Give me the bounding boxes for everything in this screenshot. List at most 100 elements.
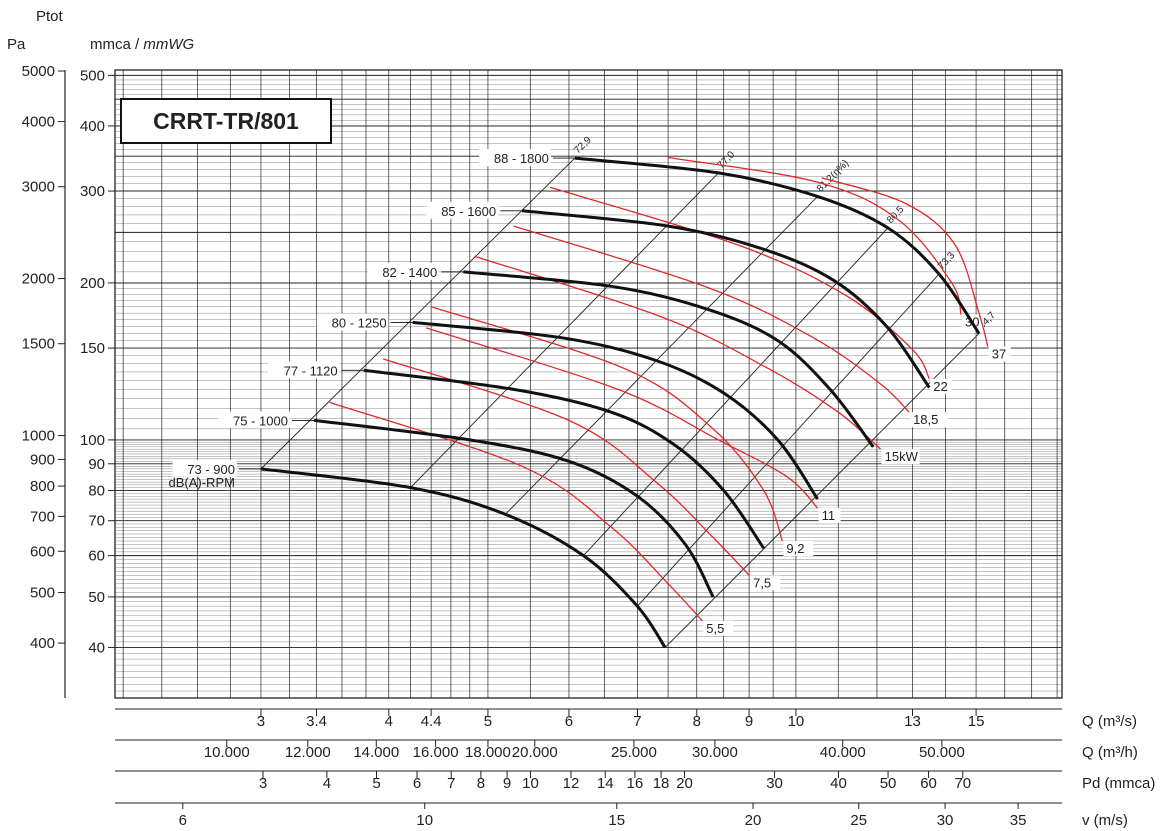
power-label-bg	[783, 541, 814, 556]
power-line	[821, 177, 989, 347]
pa-tick-label: 2000	[22, 271, 55, 288]
pa-tick-label: 400	[30, 635, 55, 652]
power-line	[667, 156, 962, 315]
fan-curve-label: 77 - 1120	[284, 363, 338, 378]
pd-tick-label: 30	[766, 775, 783, 792]
mmca-text: mmca /	[90, 36, 144, 53]
v-tick-label: 10	[416, 812, 433, 829]
pa-tick-label: 700	[30, 508, 55, 525]
fan-curve-label-bg	[426, 201, 499, 219]
v-tick-label: 6	[179, 812, 187, 829]
fan-curve	[412, 320, 819, 500]
mmca-tick-label: 200	[80, 275, 105, 292]
pd-tick-label: 10	[522, 775, 539, 792]
q-m3h-tick-label: 18.000	[465, 744, 511, 761]
mmca-tick-label: 500	[80, 67, 105, 84]
power-label-bg	[930, 378, 953, 394]
power-label: 7,5	[753, 575, 771, 590]
mmca-tick-label: 80	[88, 482, 105, 499]
pd-tick-label: 70	[954, 775, 971, 792]
q-m3s-tick-label: 9	[745, 713, 753, 730]
q-m3s-tick-label: 15	[968, 713, 985, 730]
fan-curve-label: 88 - 1800	[494, 151, 549, 166]
fan-curve	[260, 467, 667, 649]
power-label-bg	[703, 620, 734, 636]
power-line	[425, 327, 819, 509]
q-m3h-tick-label: 40.000	[820, 744, 866, 761]
power-label-bg	[988, 346, 1011, 362]
pd-tick-label: 4	[323, 775, 331, 792]
q-m3s-tick-label: 6	[565, 713, 573, 730]
bottom-scales: 3 3.4 4 4.4 5 6 7 8 9 10 13 15 Q (m³/s) 10.000 12.000 1…	[115, 708, 1155, 829]
q-m3s-tick-label: 3	[257, 713, 265, 730]
chart-title: CRRT-TR/801	[120, 98, 332, 144]
q-m3s-tick-label: 4.4	[421, 713, 442, 730]
v-tick-label: 15	[608, 812, 625, 829]
power-label-bg	[881, 449, 920, 465]
fan-curve-label: 85 - 1600	[441, 204, 496, 219]
fan-curve-label: 75 - 1000	[233, 413, 288, 428]
power-label: 9,2	[786, 541, 804, 556]
q-m3s-tick-label: 13	[904, 713, 921, 730]
pa-tick-label: 4000	[22, 114, 55, 131]
power-line	[329, 401, 703, 622]
mmca-tick-label: 40	[88, 639, 105, 656]
fan-curve	[363, 368, 765, 550]
v-axis-label: v (m/s)	[1082, 812, 1128, 829]
q-m3s-tick-label: 8	[693, 713, 701, 730]
plot-frame	[114, 69, 1063, 699]
mmca-tick-label: 90	[88, 456, 105, 473]
power-label: 22	[933, 379, 947, 394]
v-tick-label: 25	[850, 812, 867, 829]
q-m3s-axis-label: Q (m³/s)	[1082, 713, 1137, 730]
pd-tick-label: 3	[259, 775, 267, 792]
fan-curve-label-bg	[316, 313, 389, 331]
fan-curve-label-bg	[479, 149, 551, 167]
power-label: 37	[992, 347, 1006, 362]
pd-axis-label: Pd (mmca)	[1082, 775, 1155, 792]
q-m3h-tick-label: 30.000	[692, 744, 738, 761]
q-m3h-tick-label: 50.000	[919, 744, 965, 761]
pa-tick-label: 900	[30, 451, 55, 468]
pd-tick-label: 7	[447, 775, 455, 792]
mmca-tick-label: 60	[88, 548, 105, 565]
power-label-bg	[750, 575, 781, 591]
efficiency-line	[260, 157, 576, 470]
pa-tick-label: 1000	[22, 428, 55, 445]
db-rpm-annotation: dB(A)-RPM	[169, 475, 235, 490]
efficiency-line	[410, 172, 719, 488]
power-line	[474, 255, 882, 450]
v-tick-label: 20	[745, 812, 762, 829]
power-label-bg	[818, 508, 841, 524]
q-m3s-tick-label: 3.4	[306, 713, 327, 730]
power-label: 11	[822, 508, 836, 523]
pd-tick-label: 9	[503, 775, 511, 792]
fan-curve-label-bg	[267, 361, 340, 379]
power-label: 15kW	[885, 449, 919, 464]
pd-tick-label: 50	[880, 775, 897, 792]
fan-curve-label-bg	[218, 411, 290, 429]
pa-unit-label: Pa	[7, 36, 26, 53]
pa-tick-label: 5000	[22, 63, 55, 80]
grid	[114, 69, 1063, 699]
mmca-tick-label: 100	[80, 432, 105, 449]
mmca-tick-label: 300	[80, 183, 105, 200]
pa-tick-label: 500	[30, 585, 55, 602]
fan-curve-label-bg	[367, 262, 440, 280]
axes: 5000 4000 3000 2000 1500 1000 900 800 700 600 500 4…	[22, 63, 115, 698]
pd-tick-label: 40	[830, 775, 847, 792]
pd-tick-label: 18	[653, 775, 670, 792]
pa-tick-label: 1500	[22, 336, 55, 353]
power-line	[513, 225, 910, 413]
fan-curves	[260, 156, 981, 649]
q-m3h-tick-label: 10.000	[204, 744, 250, 761]
pd-tick-label: 8	[477, 775, 485, 792]
power-label: 5,5	[706, 621, 724, 636]
fan-curve-label-bg	[172, 459, 237, 477]
fan-curve-label: 82 - 1400	[382, 265, 437, 280]
pd-tick-label: 16	[627, 775, 644, 792]
pd-tick-label: 6	[413, 775, 421, 792]
efficiency-label: 73,3	[936, 250, 958, 272]
v-tick-label: 30	[937, 812, 954, 829]
